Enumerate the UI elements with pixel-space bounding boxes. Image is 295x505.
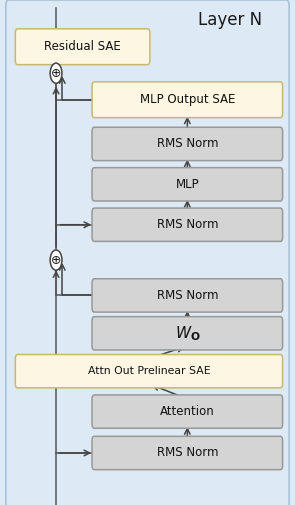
Text: $\mathbf{\mathit{W}_O}$: $\mathbf{\mathit{W}_O}$: [175, 324, 200, 343]
FancyBboxPatch shape: [92, 168, 283, 201]
FancyBboxPatch shape: [92, 82, 283, 118]
Text: RMS Norm: RMS Norm: [157, 218, 218, 231]
Text: MLP: MLP: [176, 178, 199, 191]
FancyBboxPatch shape: [92, 208, 283, 241]
Text: MLP Output SAE: MLP Output SAE: [140, 93, 235, 106]
Text: $\oplus$: $\oplus$: [50, 254, 62, 267]
Text: RMS Norm: RMS Norm: [157, 446, 218, 460]
Text: Attn Out Prelinear SAE: Attn Out Prelinear SAE: [88, 366, 210, 376]
Text: Residual SAE: Residual SAE: [44, 40, 121, 53]
FancyBboxPatch shape: [92, 436, 283, 470]
FancyBboxPatch shape: [92, 395, 283, 428]
FancyBboxPatch shape: [6, 0, 289, 505]
Text: Attention: Attention: [160, 405, 215, 418]
FancyBboxPatch shape: [92, 279, 283, 312]
Text: $\oplus$: $\oplus$: [50, 67, 62, 80]
FancyBboxPatch shape: [92, 317, 283, 350]
FancyBboxPatch shape: [15, 355, 283, 388]
Text: RMS Norm: RMS Norm: [157, 289, 218, 302]
Text: RMS Norm: RMS Norm: [157, 137, 218, 150]
Circle shape: [50, 63, 62, 83]
Circle shape: [50, 250, 62, 270]
FancyBboxPatch shape: [15, 29, 150, 65]
Text: Layer N: Layer N: [198, 11, 262, 29]
FancyBboxPatch shape: [92, 127, 283, 161]
